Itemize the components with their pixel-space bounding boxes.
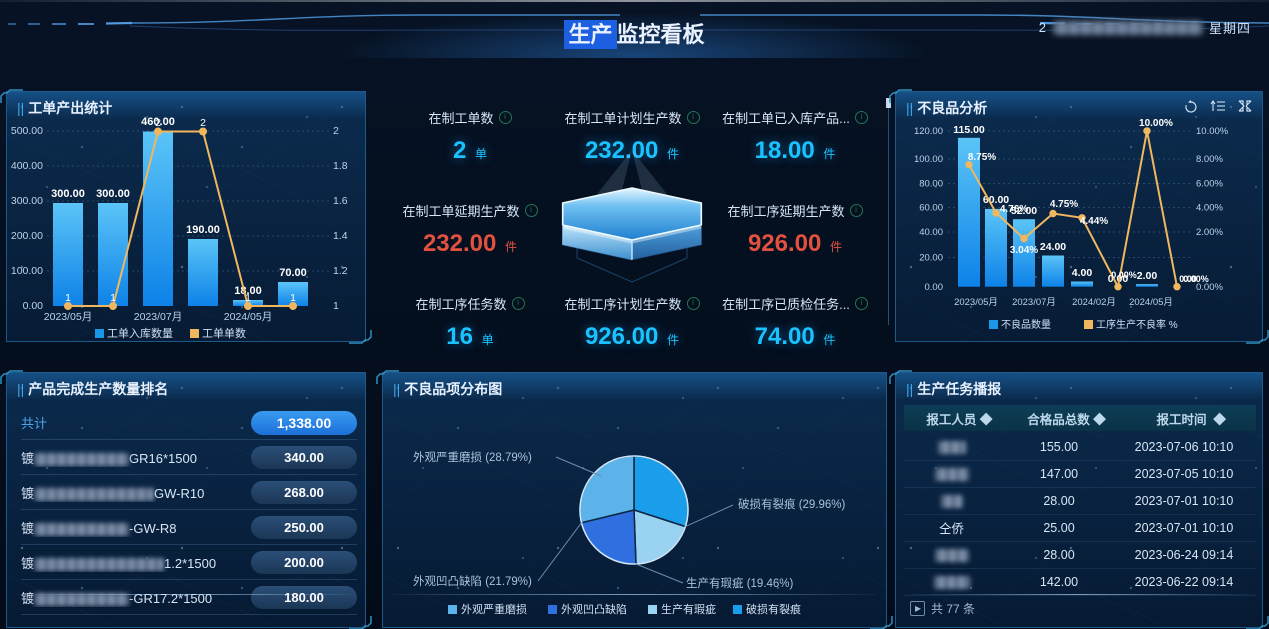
svg-text:4.00: 4.00 <box>1072 267 1093 279</box>
svg-text:6.00%: 6.00% <box>1196 179 1223 190</box>
svg-text:4.44%: 4.44% <box>1080 216 1108 227</box>
svg-text:60.00: 60.00 <box>919 203 943 214</box>
svg-text:4.00%: 4.00% <box>1196 203 1223 214</box>
svg-text:2024/02月: 2024/02月 <box>1072 297 1116 308</box>
svg-text:8.75%: 8.75% <box>968 152 996 163</box>
svg-text:70.00: 70.00 <box>279 267 307 279</box>
svg-text:2024/05月: 2024/05月 <box>1129 297 1173 308</box>
svg-text:8.00%: 8.00% <box>1196 154 1223 165</box>
svg-text:0.00: 0.00 <box>925 282 944 293</box>
svg-text:不良品数量: 不良品数量 <box>1001 318 1051 331</box>
svg-text:外观严重磨损 (28.79%): 外观严重磨损 (28.79%) <box>413 450 532 464</box>
svg-text:外观凹凸缺陷 (21.79%): 外观凹凸缺陷 (21.79%) <box>413 574 532 588</box>
svg-text:0.00: 0.00 <box>23 300 44 312</box>
svg-text:1.4: 1.4 <box>333 230 348 242</box>
svg-text:40.00: 40.00 <box>919 227 943 238</box>
svg-text:破损有裂痕: 破损有裂痕 <box>746 602 801 616</box>
svg-text:24.00: 24.00 <box>1040 241 1066 253</box>
svg-text:300.00: 300.00 <box>11 195 43 207</box>
svg-text:外观凹凸缺陷: 外观凹凸缺陷 <box>561 602 627 616</box>
svg-text:2023/07月: 2023/07月 <box>1012 297 1056 308</box>
svg-text:190.00: 190.00 <box>186 224 220 236</box>
svg-text:300.00: 300.00 <box>96 188 130 200</box>
svg-text:工序生产不良率 %: 工序生产不良率 % <box>1096 318 1178 331</box>
svg-text:1: 1 <box>65 292 71 304</box>
svg-text:2: 2 <box>200 117 206 129</box>
svg-text:4.75%: 4.75% <box>1050 199 1078 210</box>
svg-text:2023/05月: 2023/05月 <box>44 311 92 323</box>
svg-text:115.00: 115.00 <box>953 124 985 136</box>
svg-text:500.00: 500.00 <box>11 125 43 137</box>
svg-text:300.00: 300.00 <box>51 188 85 200</box>
svg-text:0.00%: 0.00% <box>1111 270 1137 280</box>
svg-text:1: 1 <box>290 292 296 304</box>
svg-text:1: 1 <box>110 292 116 304</box>
svg-text:1.6: 1.6 <box>333 195 348 207</box>
svg-text:2: 2 <box>155 117 161 129</box>
svg-text:2023/07月: 2023/07月 <box>134 311 182 323</box>
svg-text:1.2: 1.2 <box>333 265 348 277</box>
svg-text:4.76%: 4.76% <box>1000 204 1028 215</box>
svg-text:1.8: 1.8 <box>333 160 348 172</box>
svg-text:工单入库数量: 工单入库数量 <box>107 327 173 340</box>
svg-text:2024/05月: 2024/05月 <box>224 311 272 323</box>
svg-text:20.00: 20.00 <box>919 253 943 264</box>
svg-text:工单单数: 工单单数 <box>202 327 246 340</box>
svg-text:10.00%: 10.00% <box>1196 126 1229 137</box>
svg-text:3.04%: 3.04% <box>1010 245 1038 256</box>
svg-text:2023/05月: 2023/05月 <box>954 297 998 308</box>
svg-text:1: 1 <box>333 300 339 312</box>
svg-text:2.00%: 2.00% <box>1196 227 1223 238</box>
svg-text:100.00: 100.00 <box>11 265 43 277</box>
svg-text:10.00%: 10.00% <box>1139 118 1173 129</box>
svg-text:120.00: 120.00 <box>914 126 943 137</box>
svg-text:200.00: 200.00 <box>11 230 43 242</box>
svg-text:外观严重磨损: 外观严重磨损 <box>461 602 527 616</box>
svg-text:100.00: 100.00 <box>914 154 943 165</box>
svg-text:生产有瑕疵: 生产有瑕疵 <box>661 602 716 616</box>
svg-text:生产有瑕疵 (19.46%): 生产有瑕疵 (19.46%) <box>686 576 794 590</box>
svg-text:2.00: 2.00 <box>1137 270 1158 282</box>
svg-text:80.00: 80.00 <box>919 179 943 190</box>
svg-text:400.00: 400.00 <box>11 160 43 172</box>
svg-text:0.00%: 0.00% <box>1183 274 1209 284</box>
svg-text:破损有裂痕 (29.96%): 破损有裂痕 (29.96%) <box>738 497 846 511</box>
svg-text:2: 2 <box>333 125 339 137</box>
svg-text:1: 1 <box>245 292 251 304</box>
